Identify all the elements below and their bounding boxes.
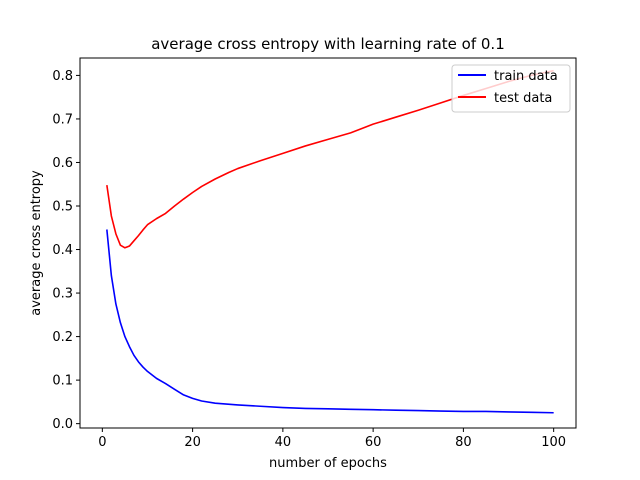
axes-frame [79,57,577,429]
legend-label-test: test data [494,91,552,106]
x-axis-label: number of epochs [269,456,387,471]
plot-area [106,69,554,414]
y-tick-label: 0.2 [52,330,73,345]
y-tick-label: 0.4 [52,243,73,258]
x-tick-label: 60 [365,435,382,450]
test-data-line [106,69,554,249]
legend-label-train: train data [494,69,558,84]
y-tick-label: 0.8 [52,69,73,84]
y-tick-label: 0.1 [52,374,73,389]
y-tick-label: 0.7 [52,112,73,127]
y-tick-label: 0.6 [52,156,73,171]
y-tick-label: 0.5 [52,200,73,215]
legend-box [451,64,571,113]
axis-ticks: 0 20 40 60 80 100 0.0 0.1 0.2 0.3 0.4 0.5 0.6 0.7 0.8 [52,69,566,450]
train-data-line [106,229,554,414]
y-tick-label: 0.3 [52,287,73,302]
x-tick-label: 20 [184,435,201,450]
x-tick-label: 80 [455,435,472,450]
chart-title: average cross entropy with learning rate… [151,35,505,53]
x-tick-label: 40 [275,435,292,450]
legend: train data test data [451,64,571,113]
y-tick-label: 0.0 [52,417,73,432]
x-tick-label: 100 [541,435,566,450]
x-tick-label: 0 [98,435,106,450]
y-axis-label: average cross entropy [29,170,44,316]
